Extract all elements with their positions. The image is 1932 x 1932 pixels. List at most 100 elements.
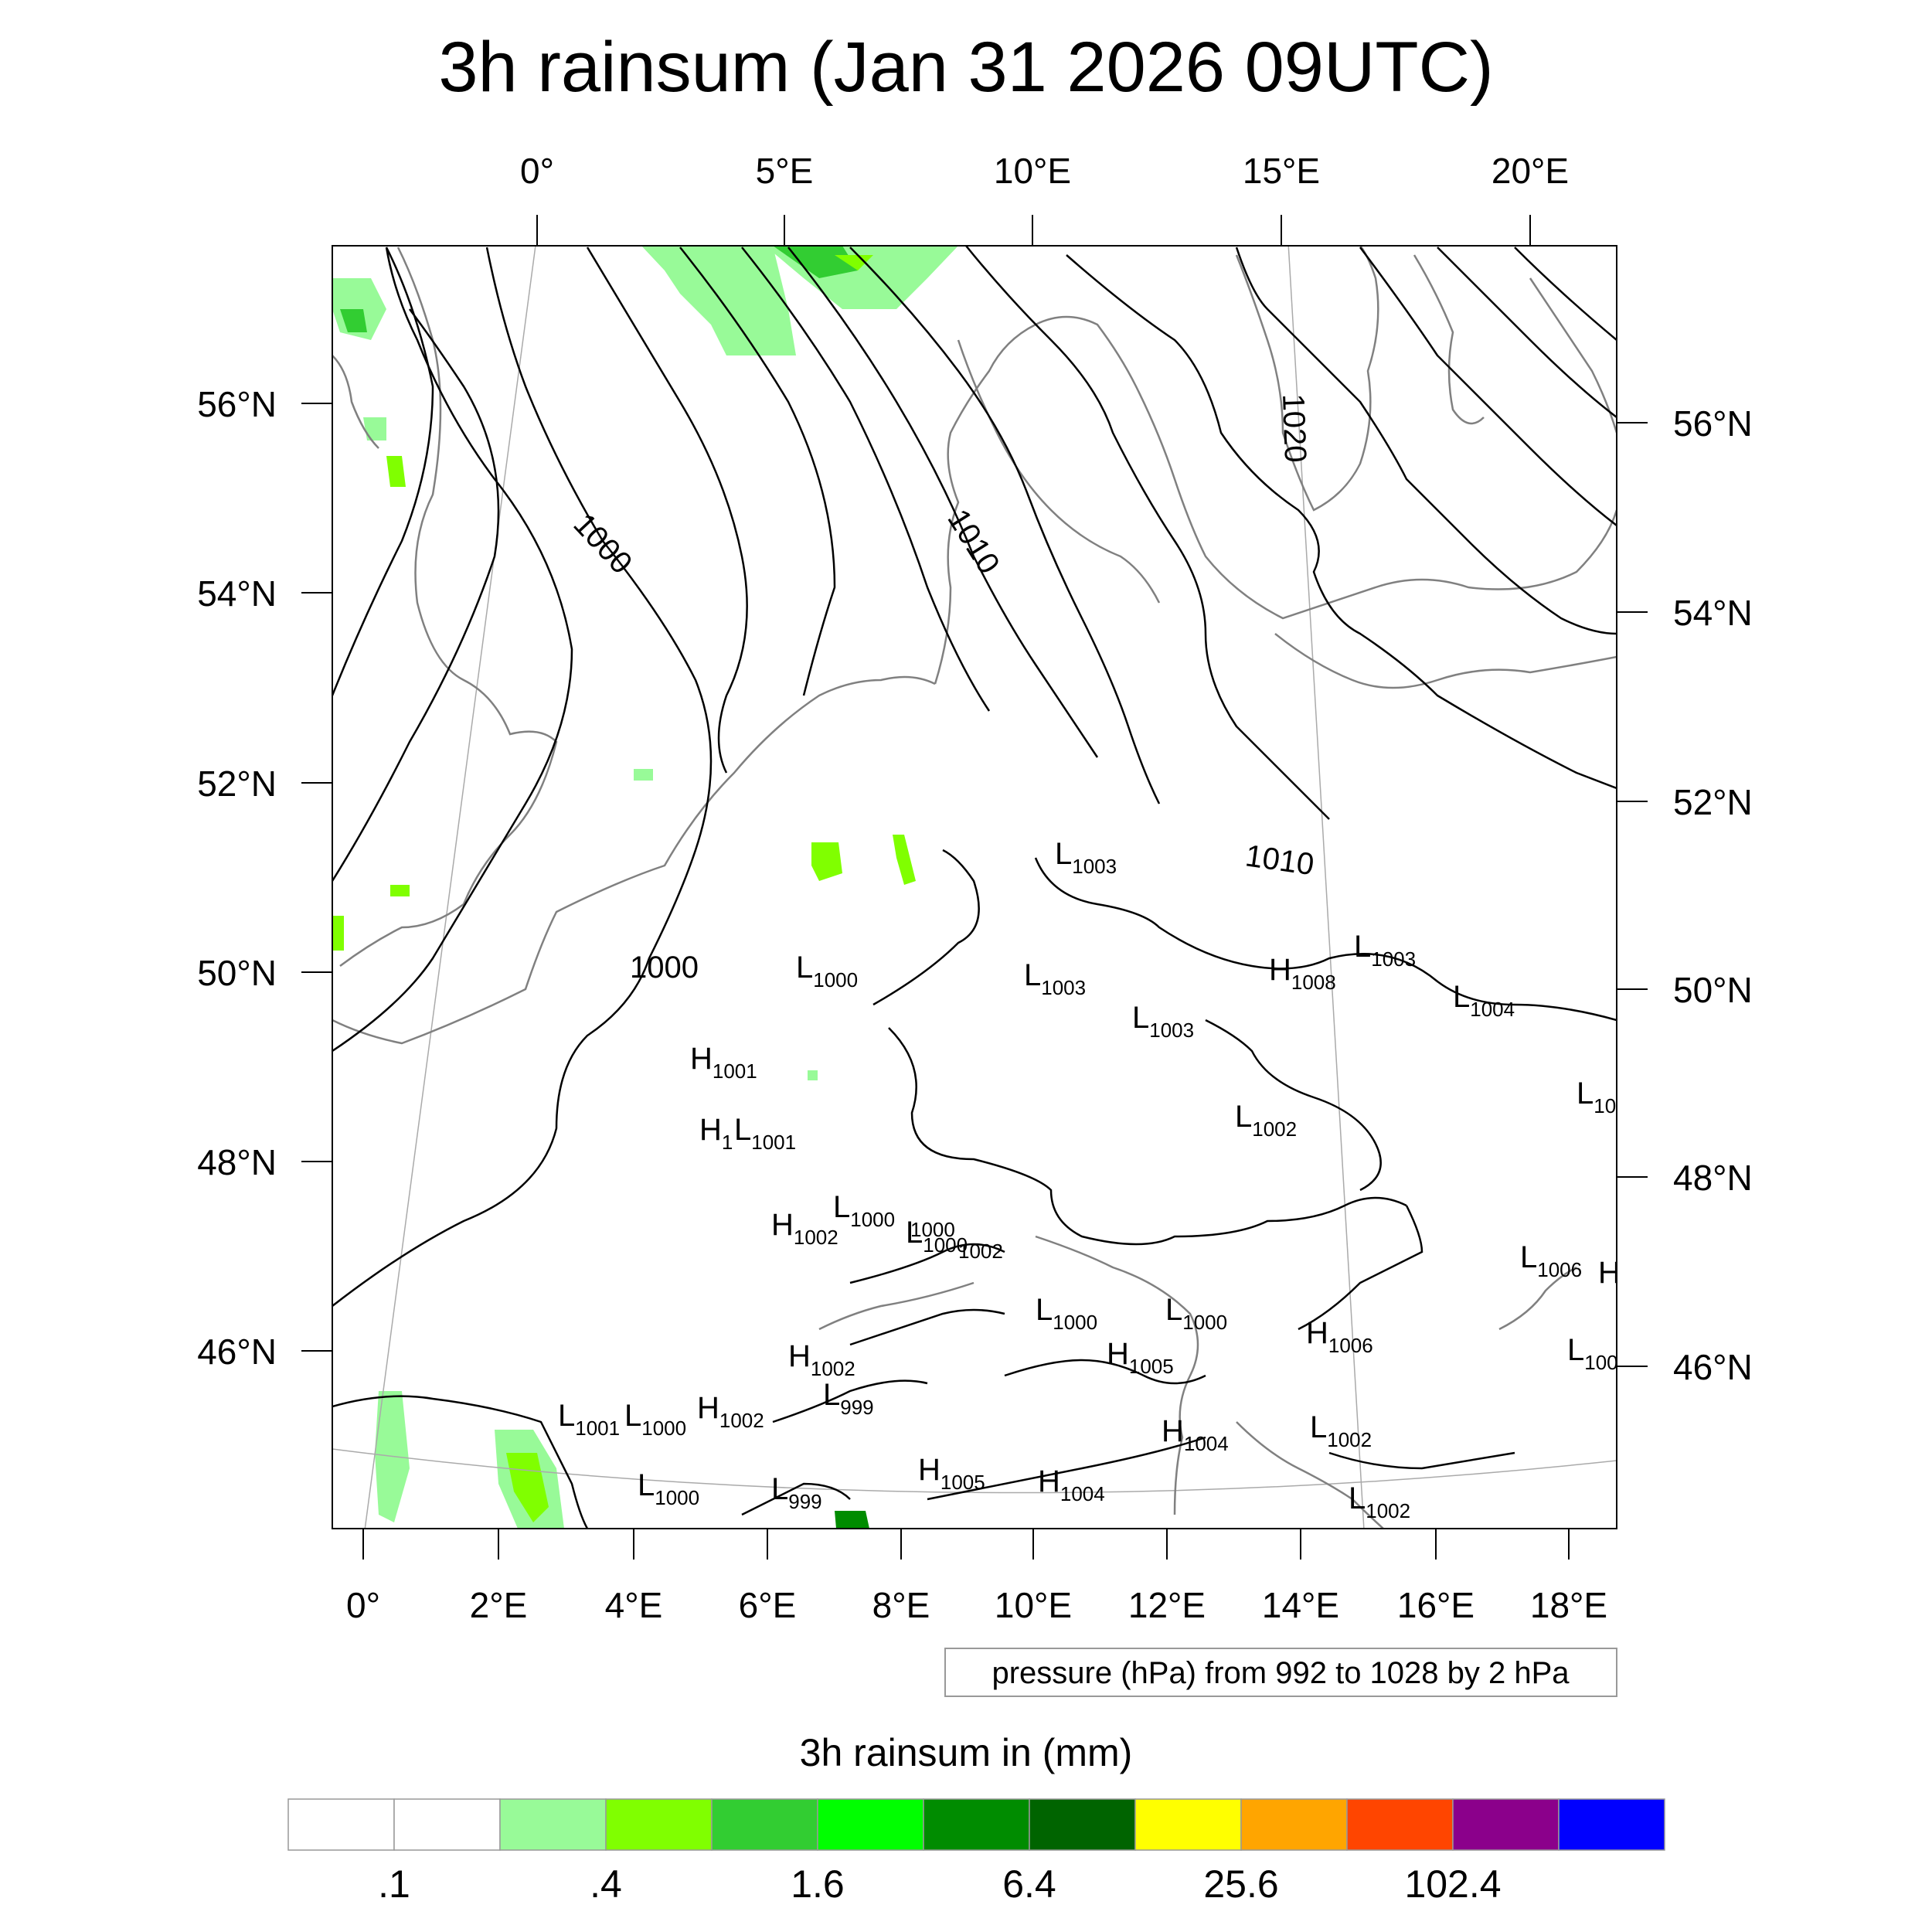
lon-label: 18°E [1530,1585,1607,1625]
left-lat-labels: 56°N 54°N 52°N 50°N 48°N 46°N [197,384,277,1372]
lat-label: 56°N [197,384,277,424]
lat-label: 54°N [197,573,277,614]
pressure-system-marker: L100 [1567,1333,1618,1374]
lat-label: 46°N [197,1332,277,1372]
lon-label: 15°E [1243,151,1320,191]
colorbar-swatch [1558,1798,1665,1851]
pressure-note: pressure (hPa) from 992 to 1028 by 2 hPa [992,1656,1570,1690]
pressure-system-marker: H1002 [771,1208,838,1249]
pressure-system-marker: L1000 [638,1468,699,1509]
pressure-system-marker: H1002 [697,1391,764,1432]
map-frame [332,245,1617,1529]
pressure-stray-label: 1000 [910,1218,955,1241]
lat-label: 50°N [197,953,277,993]
pressure-system-marker: L1003 [1055,837,1117,878]
colorbar-swatch [1029,1798,1136,1851]
bottom-lon-labels: 0° 2°E 4°E 6°E 8°E 10°E 12°E 14°E 16°E 1… [346,1585,1607,1625]
lat-label: 48°N [1673,1158,1753,1198]
pressure-system-marker: H1004 [1038,1464,1105,1505]
lon-label: 14°E [1262,1585,1339,1625]
map-title: 3h rainsum (Jan 31 2026 09UTC) [438,28,1493,107]
lon-label: 4°E [605,1585,663,1625]
lat-label: 54°N [1673,593,1753,633]
pressure-system-marker: L1000 [1165,1293,1227,1334]
isobar-label: 1010 [940,503,1005,580]
pressure-system-marker: L1003 [1354,930,1416,971]
colorbar-swatch [1346,1798,1454,1851]
pressure-system-marker: H1006 [1306,1316,1373,1357]
colorbar-swatch [1240,1798,1348,1851]
pressure-system-marker: H [1598,1256,1621,1290]
colorbar-swatch [499,1798,607,1851]
colorbar-label: 6.4 [1002,1862,1056,1906]
colorbar-swatch [287,1798,395,1851]
pressure-system-marker: L1004 [1453,980,1515,1021]
pressure-system-marker: L1000 [833,1190,895,1231]
colorbar [287,1798,1665,1851]
pressure-system-marker: L999 [771,1472,822,1513]
pressure-system-marker: H1008 [1269,953,1336,994]
top-lon-labels: 0° 5°E 10°E 15°E 20°E [520,151,1569,191]
pressure-stray-label: 1002 [958,1240,1003,1263]
lon-label: 10°E [995,1585,1072,1625]
bottom-ticks [362,1529,1570,1560]
colorbar-swatch [605,1798,713,1851]
left-ticks [301,403,332,1352]
pressure-system-marker: H1005 [918,1453,985,1494]
colorbar-swatch [1134,1798,1242,1851]
colorbar-swatch [711,1798,818,1851]
lon-label: 12°E [1128,1585,1206,1625]
lon-label: 16°E [1397,1585,1475,1625]
pressure-system-marker: L999 [823,1378,874,1419]
isobar-label: 1010 [1243,838,1316,882]
pressure-system-marker: L1000 [1036,1293,1097,1334]
pressure-system-marker: L1000 [906,1216,968,1257]
colorbar-swatch [817,1798,924,1851]
pressure-system-marker: L1003 [1132,1001,1194,1042]
lat-label: 50°N [1673,970,1753,1010]
lon-label: 0° [346,1585,380,1625]
lon-label: 0° [520,151,554,191]
pressure-system-marker: L1000 [796,951,858,992]
pressure-note-box [944,1648,1617,1697]
lat-label: 46°N [1673,1347,1753,1387]
pressure-system-marker: L10 [1577,1077,1616,1117]
pressure-system-marker: L1003 [1024,958,1086,999]
colorbar-labels: .1 .4 1.6 6.4 25.6 102.4 [378,1862,1501,1906]
colorbar-label: 102.4 [1404,1862,1501,1906]
pressure-system-marker: L1002 [1349,1481,1410,1522]
lon-label: 8°E [872,1585,930,1625]
pressure-system-marker: H1004 [1162,1414,1229,1455]
pressure-systems: L1003 L1000 L1003 L1003 H1008 L1003 L100… [558,837,1621,1522]
colorbar-swatch [923,1798,1030,1851]
pressure-system-marker: L1001 [558,1399,620,1440]
pressure-system-marker: H1 [699,1113,733,1154]
colorbar-swatch [1452,1798,1560,1851]
pressure-system-marker: L1001 [734,1113,796,1154]
isobar-label: 1020 [1276,393,1312,463]
pressure-system-marker: L1000 [624,1399,686,1440]
graticule [332,246,1617,1529]
lat-label: 48°N [197,1142,277,1182]
isobar-labels: 1000 1010 1020 1010 1000 [566,393,1316,985]
lon-label: 5°E [756,151,814,191]
lat-label: 52°N [1673,782,1753,822]
lat-label: 56°N [1673,403,1753,444]
pressure-system-marker: L1006 [1520,1240,1582,1281]
lon-label: 6°E [739,1585,797,1625]
pressure-system-marker: L1002 [1235,1100,1297,1141]
lon-label: 2°E [470,1585,528,1625]
isobars [332,246,1617,1529]
colorbar-label: .1 [378,1862,410,1906]
colorbar-label: .4 [590,1862,622,1906]
pressure-system-marker: L1002 [1310,1410,1372,1451]
pressure-system-marker: H1002 [788,1339,855,1380]
lon-label: 20°E [1492,151,1569,191]
rain-areas [332,246,958,1529]
right-lat-labels: 56°N 54°N 52°N 50°N 48°N 46°N [1673,403,1753,1387]
coastlines [332,246,1617,1529]
right-ticks [1617,422,1648,1367]
colorbar-swatch [393,1798,501,1851]
colorbar-label: 25.6 [1203,1862,1278,1906]
